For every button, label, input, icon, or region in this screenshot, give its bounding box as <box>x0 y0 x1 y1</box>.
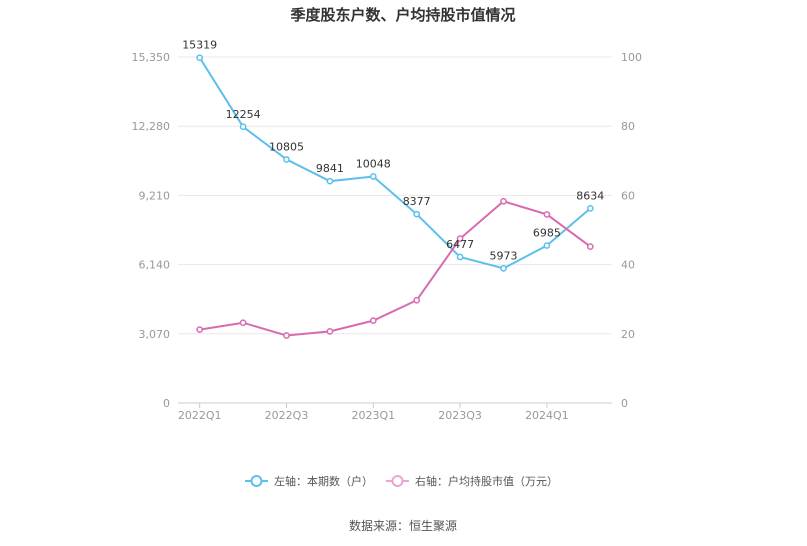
holders-point[interactable] <box>196 54 204 62</box>
x-tick-label: 2023Q1 <box>351 409 395 422</box>
chart-title: 季度股东户数、户均持股市值情况 <box>290 6 515 24</box>
x-tick-label: 2023Q3 <box>438 409 482 422</box>
data-label: 12254 <box>226 108 261 121</box>
holders-point[interactable] <box>239 123 247 131</box>
data-label: 10048 <box>356 158 391 171</box>
value-point[interactable] <box>543 211 551 218</box>
x-tick-label: 2024Q1 <box>525 409 569 422</box>
left-tick-label: 15,350 <box>132 51 171 64</box>
value-point[interactable] <box>283 332 290 339</box>
value-point[interactable] <box>326 328 334 335</box>
value-point[interactable] <box>196 326 204 333</box>
source-note: 数据来源：恒生聚源 <box>349 518 457 533</box>
holders-line <box>198 57 591 270</box>
holders-point[interactable] <box>456 253 464 261</box>
left-tick-label: 9,210 <box>139 189 171 202</box>
legend-marker-value <box>391 475 404 487</box>
holders-point[interactable] <box>283 156 290 163</box>
series-accounts-value <box>196 197 594 339</box>
value-point[interactable] <box>239 319 247 327</box>
holders-point[interactable] <box>369 173 377 180</box>
right-tick-label: 60 <box>621 189 635 202</box>
grid <box>178 56 612 404</box>
data-labels: 15319 12254 10805 9841 10048 8377 6477 5973 6985… <box>182 39 604 263</box>
legend-label-holders: 左轴：本期数（户） <box>274 474 373 488</box>
right-tick-label: 80 <box>621 120 635 133</box>
data-label: 15319 <box>182 39 217 52</box>
value-point[interactable] <box>369 317 377 325</box>
x-axis: 2022Q1 2022Q3 2023Q1 2023Q3 2024Q1 <box>178 403 569 422</box>
right-axis: 0 20 40 60 80 100 <box>621 51 642 410</box>
value-point[interactable] <box>500 197 507 205</box>
data-label: 6985 <box>533 227 561 240</box>
holders-point[interactable] <box>413 210 421 218</box>
data-label: 5973 <box>490 249 518 262</box>
data-label: 8634 <box>576 189 604 202</box>
right-tick-label: 40 <box>621 259 635 272</box>
left-tick-label: 6,140 <box>139 259 171 272</box>
right-tick-label: 20 <box>621 328 635 341</box>
x-tick-label: 2022Q3 <box>265 409 309 422</box>
right-tick-label: 100 <box>621 51 642 64</box>
x-tick-label: 2022Q1 <box>178 409 222 422</box>
legend-marker-holders <box>250 475 263 487</box>
value-point[interactable] <box>456 235 464 242</box>
data-label: 9841 <box>316 162 344 175</box>
data-label: 8377 <box>403 195 431 208</box>
value-point[interactable] <box>586 243 594 250</box>
value-point[interactable] <box>413 296 421 304</box>
legend-item-value[interactable]: 右轴：户均持股市值（万元） <box>386 474 558 488</box>
holders-point[interactable] <box>326 177 334 185</box>
legend: 左轴：本期数（户） 右轴：户均持股市值（万元） <box>245 474 558 488</box>
right-tick-label: 0 <box>621 397 628 410</box>
series-holders <box>196 54 594 272</box>
value-line <box>199 200 591 337</box>
data-label: 6477 <box>446 238 474 251</box>
left-tick-label: 3,070 <box>139 328 171 341</box>
left-tick-label: 12,280 <box>132 120 171 133</box>
left-tick-label: 0 <box>163 397 170 410</box>
data-label: 10805 <box>269 140 304 153</box>
holders-point[interactable] <box>586 205 594 212</box>
left-axis: 0 3,070 6,140 9,210 12,280 15,350 <box>132 51 171 410</box>
legend-label-value: 右轴：户均持股市值（万元） <box>415 474 558 488</box>
legend-item-holders[interactable]: 左轴：本期数（户） <box>245 474 373 488</box>
holders-point[interactable] <box>543 242 551 249</box>
holders-point[interactable] <box>500 265 507 272</box>
